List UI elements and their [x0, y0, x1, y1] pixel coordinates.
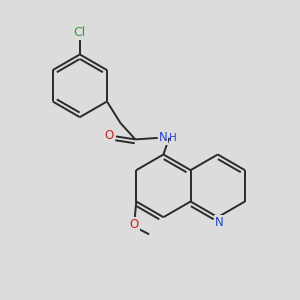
Text: O: O [105, 129, 114, 142]
Text: N: N [215, 216, 224, 229]
Text: H: H [169, 133, 176, 142]
Text: Cl: Cl [74, 26, 86, 39]
Text: O: O [130, 218, 139, 231]
Text: N: N [159, 131, 167, 144]
